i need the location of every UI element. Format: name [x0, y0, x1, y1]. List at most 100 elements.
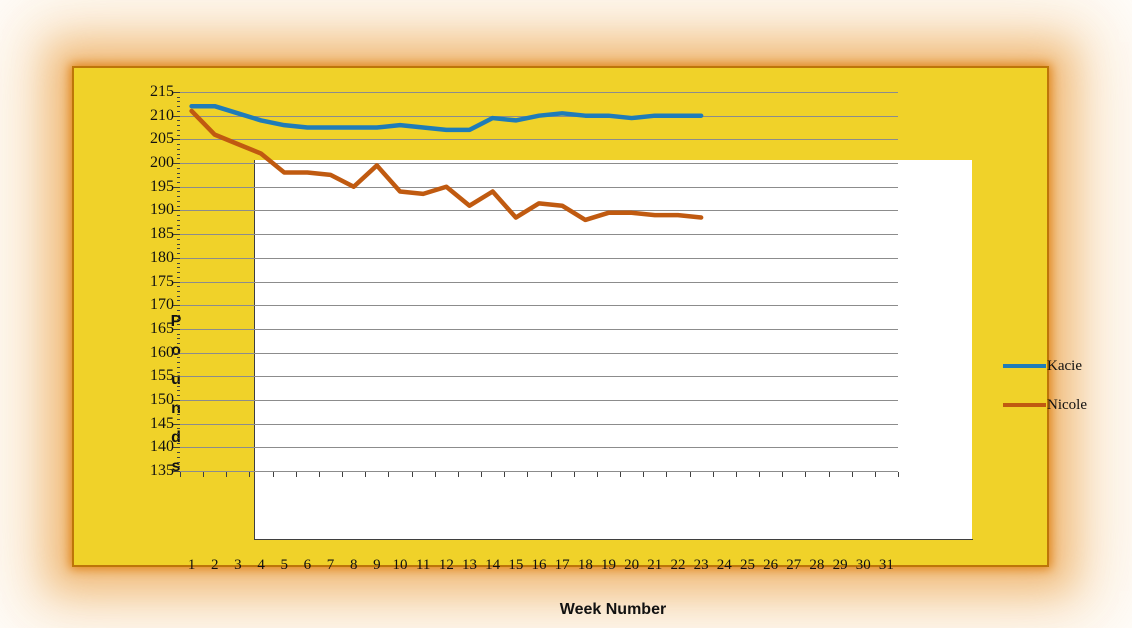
y-axis-title-letter: n [171, 400, 181, 417]
y-minor-tick [177, 224, 180, 226]
y-axis-title-letter: s [171, 458, 181, 475]
y-minor-tick [177, 200, 180, 202]
y-tick-label: 170 [150, 296, 174, 314]
x-tick-label: 2 [210, 557, 219, 573]
y-major-tick [173, 281, 180, 283]
y-minor-tick [177, 129, 180, 131]
y-minor-tick [177, 144, 180, 146]
x-tick-label: 26 [763, 557, 779, 573]
x-tick-label: 16 [531, 557, 547, 573]
y-major-tick [173, 328, 180, 330]
y-tick-label: 165 [150, 319, 174, 337]
y-tick-label: 205 [150, 130, 174, 148]
x-tick-label: 6 [303, 557, 312, 573]
y-minor-tick [177, 229, 180, 231]
y-minor-tick [177, 215, 180, 217]
x-tick-label: 7 [326, 557, 335, 573]
y-minor-tick [177, 309, 180, 311]
y-tick-label: 135 [150, 462, 174, 479]
y-minor-tick [177, 324, 180, 326]
x-tick-label: 11 [415, 557, 431, 573]
y-tick-label: 160 [150, 343, 174, 361]
gridline [180, 163, 898, 165]
y-major-tick [173, 257, 180, 259]
gridline [180, 399, 898, 401]
y-major-tick [173, 139, 180, 141]
x-tick-label: 25 [739, 557, 755, 573]
y-tick-label: 180 [150, 248, 174, 266]
x-tick-label: 29 [832, 557, 848, 573]
gridline [180, 257, 898, 259]
y-minor-tick [177, 433, 180, 435]
y-minor-tick [177, 314, 180, 316]
y-minor-tick [177, 172, 180, 174]
y-minor-tick [177, 333, 180, 335]
y-minor-tick [177, 262, 180, 264]
x-tick-label: 8 [349, 557, 358, 573]
y-tick-label: 145 [150, 414, 174, 432]
y-minor-tick [177, 428, 180, 430]
y-minor-tick [177, 286, 180, 288]
legend-line-sample-nicole [1003, 403, 1046, 407]
y-minor-tick [177, 414, 180, 416]
gridline [180, 92, 898, 93]
y-minor-tick [177, 158, 180, 160]
y-minor-tick [177, 418, 180, 420]
y-minor-tick [177, 442, 180, 444]
x-tick [457, 472, 459, 477]
x-tick [272, 472, 274, 477]
y-minor-tick [177, 177, 180, 179]
y-minor-tick [177, 456, 180, 458]
y-minor-tick [177, 452, 180, 454]
y-axis-title-letter: P [170, 313, 182, 330]
y-minor-tick [177, 267, 180, 269]
y-tick-label: 175 [150, 272, 174, 290]
x-tick-label: 10 [392, 557, 408, 573]
x-tick-label: 5 [280, 557, 288, 573]
series-line-nicole [189, 108, 704, 223]
x-tick-label: 28 [809, 557, 825, 573]
x-axis-title: Week Number [559, 601, 667, 618]
y-tick-label: 185 [150, 225, 174, 243]
x-tick [620, 472, 622, 477]
x-tick [434, 472, 436, 477]
y-minor-tick [177, 110, 180, 112]
y-minor-tick [177, 300, 180, 302]
y-minor-tick [177, 191, 180, 193]
y-major-tick [173, 115, 180, 117]
x-tick [550, 472, 552, 477]
y-minor-tick [177, 409, 180, 411]
y-minor-tick [177, 125, 180, 127]
x-tick-label: 23 [693, 557, 709, 573]
y-axis-line [254, 160, 255, 540]
x-tick [295, 472, 297, 477]
y-major-tick [173, 305, 180, 307]
y-minor-tick [177, 395, 180, 397]
x-tick-label: 31 [878, 557, 894, 573]
x-tick-label: 30 [855, 557, 871, 573]
gridline [180, 328, 898, 330]
y-minor-tick [177, 219, 180, 221]
x-tick-label: 14 [485, 557, 501, 573]
legend-label-nicole: Nicole [1047, 397, 1087, 413]
x-tick [851, 472, 853, 477]
x-axis-line [254, 539, 973, 540]
x-tick [481, 472, 483, 477]
x-tick-label: 4 [257, 557, 265, 573]
y-tick-label: 140 [150, 438, 174, 456]
x-tick-label: 1 [187, 557, 196, 573]
gridline [180, 447, 898, 449]
y-minor-tick [177, 243, 180, 245]
x-tick [342, 472, 344, 477]
legend-item-nicole: Nicole [1003, 395, 1087, 415]
x-tick-label: 12 [438, 557, 454, 573]
x-tick [203, 472, 205, 477]
y-minor-tick [177, 343, 180, 345]
gridline [180, 281, 898, 283]
y-minor-tick [177, 96, 180, 98]
gridline [180, 305, 898, 307]
y-minor-tick [177, 357, 180, 359]
y-minor-tick [177, 196, 180, 198]
y-major-tick [173, 376, 180, 378]
